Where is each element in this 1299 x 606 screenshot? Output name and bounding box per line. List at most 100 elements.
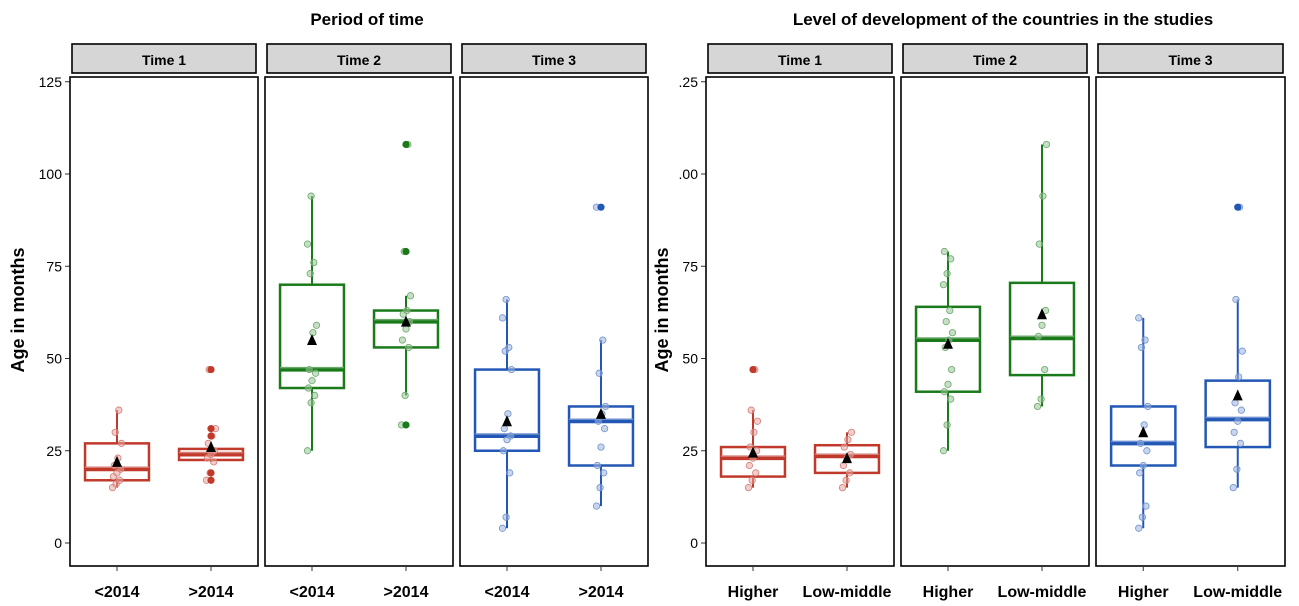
data-point bbox=[1140, 421, 1148, 429]
chart-panel-2: Level of development of the countries in… bbox=[652, 10, 1286, 601]
facet-panel bbox=[900, 76, 1090, 567]
data-point bbox=[1141, 336, 1149, 344]
facet-strip-label: Time 2 bbox=[973, 52, 1017, 68]
box-2 bbox=[813, 428, 881, 492]
data-point bbox=[1142, 502, 1150, 510]
data-point bbox=[1233, 465, 1241, 473]
facet-strip-label: Time 3 bbox=[532, 52, 576, 68]
x-tick-label: <2014 bbox=[95, 584, 140, 601]
data-point bbox=[401, 391, 409, 399]
data-point bbox=[505, 343, 513, 352]
box-2 bbox=[1204, 203, 1272, 492]
facet-strip-label: Time 2 bbox=[337, 52, 381, 68]
facet-strip bbox=[71, 43, 257, 74]
data-point bbox=[838, 484, 847, 492]
data-point bbox=[1136, 469, 1144, 477]
chart-title: Level of development of the countries in… bbox=[793, 10, 1213, 29]
data-point bbox=[1035, 240, 1043, 248]
y-tick-label: 50 bbox=[46, 351, 62, 367]
box-1 bbox=[1109, 314, 1177, 532]
data-point bbox=[403, 306, 411, 315]
data-point bbox=[846, 469, 854, 477]
data-point bbox=[1231, 399, 1239, 407]
y-tick-label: 75 bbox=[46, 258, 62, 274]
outlier-point bbox=[207, 476, 215, 484]
facet-1: Time 1 Higher Low-middle bbox=[705, 43, 895, 601]
facet-1: Time 1 <2014 >2014 bbox=[69, 43, 259, 601]
data-point bbox=[115, 406, 123, 414]
data-point bbox=[746, 443, 754, 451]
data-point bbox=[1230, 428, 1238, 436]
data-point bbox=[750, 428, 758, 436]
outlier-point bbox=[749, 365, 757, 374]
data-point bbox=[1042, 140, 1051, 149]
data-point bbox=[947, 365, 956, 374]
facet-strip bbox=[1097, 43, 1284, 74]
data-point bbox=[600, 469, 608, 477]
outlier-point bbox=[1234, 203, 1242, 211]
facet-strip bbox=[707, 43, 893, 74]
x-tick-label: Low-middle bbox=[998, 584, 1087, 601]
data-point bbox=[1143, 447, 1151, 455]
mean-marker bbox=[502, 415, 512, 427]
data-point bbox=[1237, 406, 1245, 414]
facet-panel bbox=[264, 76, 454, 567]
y-axis-label: Age in months bbox=[652, 248, 672, 373]
x-tick-label: >2014 bbox=[384, 584, 429, 601]
outlier-point bbox=[207, 469, 215, 477]
data-point bbox=[844, 436, 852, 444]
data-point bbox=[111, 428, 119, 436]
y-tick-label: 25 bbox=[682, 443, 698, 459]
outlier-point bbox=[597, 203, 605, 211]
data-point bbox=[311, 369, 320, 377]
data-point bbox=[117, 439, 126, 447]
data-point bbox=[305, 365, 313, 374]
data-point bbox=[498, 314, 507, 322]
data-point bbox=[309, 329, 317, 337]
data-point bbox=[310, 258, 318, 267]
data-point bbox=[748, 476, 756, 484]
data-point bbox=[504, 410, 512, 418]
data-point bbox=[597, 443, 605, 451]
data-point bbox=[1236, 439, 1245, 447]
data-point bbox=[745, 461, 754, 470]
data-point bbox=[947, 255, 955, 263]
outlier-point bbox=[402, 421, 410, 429]
data-point bbox=[498, 524, 507, 532]
y-axis-label: Age in months bbox=[8, 248, 28, 373]
box-1 bbox=[914, 247, 982, 455]
mean-marker bbox=[206, 441, 216, 453]
x-tick-label: <2014 bbox=[290, 584, 335, 601]
data-point bbox=[599, 336, 607, 344]
y-tick-label: 100 bbox=[39, 166, 63, 182]
mean-marker bbox=[1138, 426, 1149, 438]
data-point bbox=[502, 295, 510, 304]
x-tick-label: Higher bbox=[1118, 584, 1169, 601]
x-tick-label: Higher bbox=[728, 584, 779, 601]
facet-panel bbox=[69, 76, 259, 567]
data-point bbox=[943, 421, 951, 429]
mean-marker bbox=[307, 334, 317, 346]
data-point bbox=[1234, 417, 1242, 425]
y-tick-label: 50 bbox=[682, 351, 698, 367]
facet-panel bbox=[1095, 76, 1286, 567]
data-point bbox=[210, 458, 218, 466]
box-2 bbox=[567, 203, 635, 510]
data-point bbox=[506, 469, 514, 477]
data-point bbox=[307, 192, 315, 200]
data-point bbox=[753, 417, 762, 425]
data-point bbox=[943, 270, 951, 278]
data-point bbox=[840, 443, 848, 451]
data-point bbox=[304, 384, 312, 392]
y-tick-label: .25 bbox=[679, 74, 699, 90]
facet-strip-label: Time 3 bbox=[1168, 52, 1212, 68]
facet-panel bbox=[705, 76, 895, 567]
y-tick-label: 25 bbox=[46, 443, 62, 459]
x-tick-label: Low-middle bbox=[803, 584, 892, 601]
data-point bbox=[592, 502, 601, 510]
data-point bbox=[1137, 343, 1146, 352]
data-point bbox=[499, 447, 507, 455]
mean-marker bbox=[943, 337, 953, 349]
mean-marker bbox=[748, 446, 758, 458]
data-point bbox=[507, 365, 516, 374]
